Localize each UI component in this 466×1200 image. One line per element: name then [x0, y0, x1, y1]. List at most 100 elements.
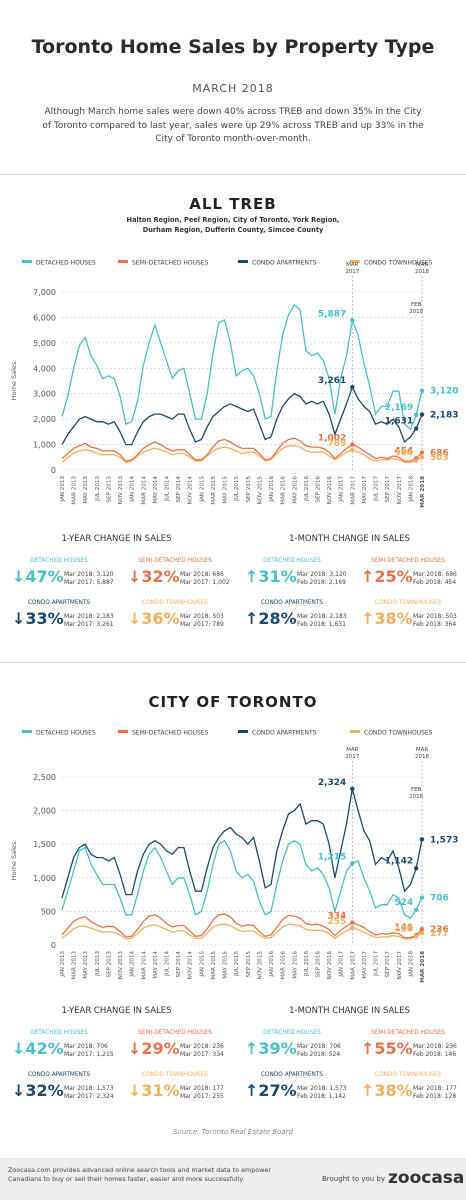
- source: Source: Toronto Real Estate Board: [172, 1128, 294, 1136]
- x-tick-label: NOV 2013: [118, 951, 124, 980]
- stat-line: Mar 2017: 334: [180, 1051, 224, 1058]
- point: [350, 318, 355, 323]
- stat-change: ↑55%: [361, 1039, 413, 1058]
- x-tick-label: MAR 2016: [281, 476, 287, 505]
- point: [413, 412, 419, 418]
- chart: DETACHED HOUSES SEMI-DETACHED HOUSES CONDO…: [10, 730, 458, 983]
- point: [419, 926, 425, 932]
- stat-label: DETACHED HOUSES: [30, 558, 88, 564]
- stat: CONDO APARTMENTS ↑28% Mar 2018: 2,183 Feb 2…: [239, 600, 355, 628]
- stat-line: Mar 2018: 2,183: [297, 613, 347, 620]
- legend-label: SEMI-DETACHED HOUSES: [132, 730, 209, 737]
- legend-label: DETACHED HOUSES: [36, 260, 96, 267]
- stat-line: Feb 2018: 364: [413, 621, 457, 628]
- stat-line: Mar 2017: 1,215: [64, 1051, 114, 1058]
- group-title: 1-MONTH CHANGE IN SALES: [289, 534, 410, 544]
- x-tick-label: JAN 2018: [408, 951, 414, 978]
- x-tick-label: MAR 2015: [211, 476, 217, 505]
- stat: DETACHED HOUSES ↓42% Mar 2018: 706 Mar 2017…: [6, 1030, 122, 1058]
- stat-line: Mar 2018: 3,120: [297, 571, 347, 578]
- legend-label: CONDO APARTMENTS: [252, 730, 317, 737]
- annotation: 2017: [345, 754, 359, 760]
- legend-swatch: [350, 260, 360, 263]
- x-tick-label: SEP 2014: [176, 476, 182, 503]
- x-tick-label: JAN 2013: [60, 951, 66, 978]
- point: [419, 895, 425, 900]
- stat-line: Mar 2017: 255: [180, 1093, 224, 1100]
- point: [413, 866, 419, 871]
- brought-by: Brought to you by: [322, 1175, 386, 1183]
- y-axis-label: Home Sales: [10, 841, 18, 880]
- point: [419, 837, 425, 842]
- annotation: MAR: [416, 262, 429, 268]
- stat-line: Mar 2018: 236: [413, 1043, 457, 1050]
- annotation: 2018: [409, 794, 423, 800]
- legend-swatch: [350, 730, 360, 733]
- point: [413, 458, 419, 463]
- annotation: 2017: [345, 269, 359, 275]
- stat-line: Feb 2018: 128: [413, 1093, 457, 1100]
- stat-line: Feb 2018: 524: [297, 1051, 341, 1058]
- x-tick-label: SEP 2013: [106, 476, 112, 503]
- x-tick-label: MAR 2017: [350, 951, 356, 980]
- x-tick-label: MAY 2015: [223, 951, 229, 979]
- x-tick-label: NOV 2016: [327, 951, 333, 980]
- y-axis-label: Home Sales: [10, 361, 18, 400]
- annotation: FEB: [411, 302, 422, 308]
- x-tick-label: JUL 2014: [165, 476, 171, 502]
- value-label: 1,002: [318, 434, 346, 444]
- stat-change: ↑39%: [245, 1039, 297, 1058]
- x-tick-label: JUL 2016: [304, 476, 310, 502]
- chart: DETACHED HOUSES SEMI-DETACHED HOUSES CONDO…: [10, 260, 458, 508]
- regions: Halton Region, Peel Region, City of Toro…: [126, 216, 340, 234]
- y-tick-label: 0: [51, 466, 56, 475]
- stat: CONDO TOWNHOUSES ↑38% Mar 2018: 177 Feb 201…: [355, 1072, 466, 1100]
- stat: CONDO APARTMENTS ↑27% Mar 2018: 1,573 Feb 2…: [239, 1072, 355, 1100]
- value-label: 706: [430, 894, 449, 904]
- x-tick-label: SEP 2013: [106, 951, 112, 978]
- annotation: MAR: [346, 747, 359, 753]
- x-tick-label: MAR 2013: [72, 951, 78, 980]
- x-tick-label: JAN 2014: [130, 951, 136, 978]
- value-label: 1,631: [385, 417, 413, 427]
- footer: Zoocasa.com provides advanced online sea…: [0, 1158, 466, 1200]
- stat-line: Mar 2018: 503: [413, 613, 457, 620]
- point: [419, 455, 425, 460]
- x-tick-label: MAY 2016: [292, 476, 298, 504]
- x-tick-label: NOV 2017: [397, 951, 403, 980]
- stat: SEMI-DETACHED HOUSES ↑25% Mar 2018: 686 Feb…: [355, 558, 466, 586]
- stat: DETACHED HOUSES ↑31% Mar 2018: 3,120 Feb 20…: [239, 558, 355, 586]
- change-group: 1-MONTH CHANGE IN SALES DETACHED HOUSES ↑3…: [233, 1006, 466, 1121]
- x-tick-label: MAY 2014: [153, 951, 159, 979]
- y-tick-label: 1,500: [33, 840, 56, 849]
- stat-line: Mar 2018: 1,573: [297, 1085, 347, 1092]
- x-tick-label: SEP 2014: [176, 951, 182, 978]
- stat: SEMI-DETACHED HOUSES ↓29% Mar 2018: 236 Mar…: [122, 1030, 238, 1058]
- x-tick-label: JAN 2013: [60, 476, 66, 503]
- stat-change: ↓42%: [12, 1039, 64, 1058]
- point: [350, 786, 355, 792]
- y-tick-label: 6,000: [33, 313, 56, 322]
- x-tick-label: NOV 2014: [188, 951, 194, 980]
- stat: CONDO TOWNHOUSES ↓36% Mar 2018: 503 Mar 201…: [122, 600, 238, 628]
- stat-change: ↓47%: [12, 567, 64, 586]
- x-tick-label: MAR 2015: [211, 951, 217, 980]
- y-tick-label: 3,000: [33, 390, 56, 399]
- x-tick-label: SEP 2015: [246, 476, 252, 503]
- value-label: 454: [394, 446, 413, 456]
- group-title: 1-YEAR CHANGE IN SALES: [61, 1006, 172, 1016]
- stat-change: ↓29%: [128, 1039, 180, 1058]
- stat-line: Feb 2018: 2,169: [297, 579, 346, 586]
- point: [350, 920, 355, 925]
- x-tick-label: JUL 2013: [95, 476, 101, 502]
- value-label: 236: [430, 925, 449, 935]
- value-label: 3,120: [430, 387, 458, 397]
- annotation: MAR: [346, 262, 359, 268]
- x-tick-label: NOV 2014: [188, 476, 194, 505]
- stat-change: ↓31%: [128, 1081, 180, 1100]
- legend-label: SEMI-DETACHED HOUSES: [132, 260, 209, 267]
- stat-line: Mar 2018: 236: [180, 1043, 224, 1050]
- x-tick-label: JAN 2018: [408, 476, 414, 503]
- value-label: 1,573: [430, 835, 458, 845]
